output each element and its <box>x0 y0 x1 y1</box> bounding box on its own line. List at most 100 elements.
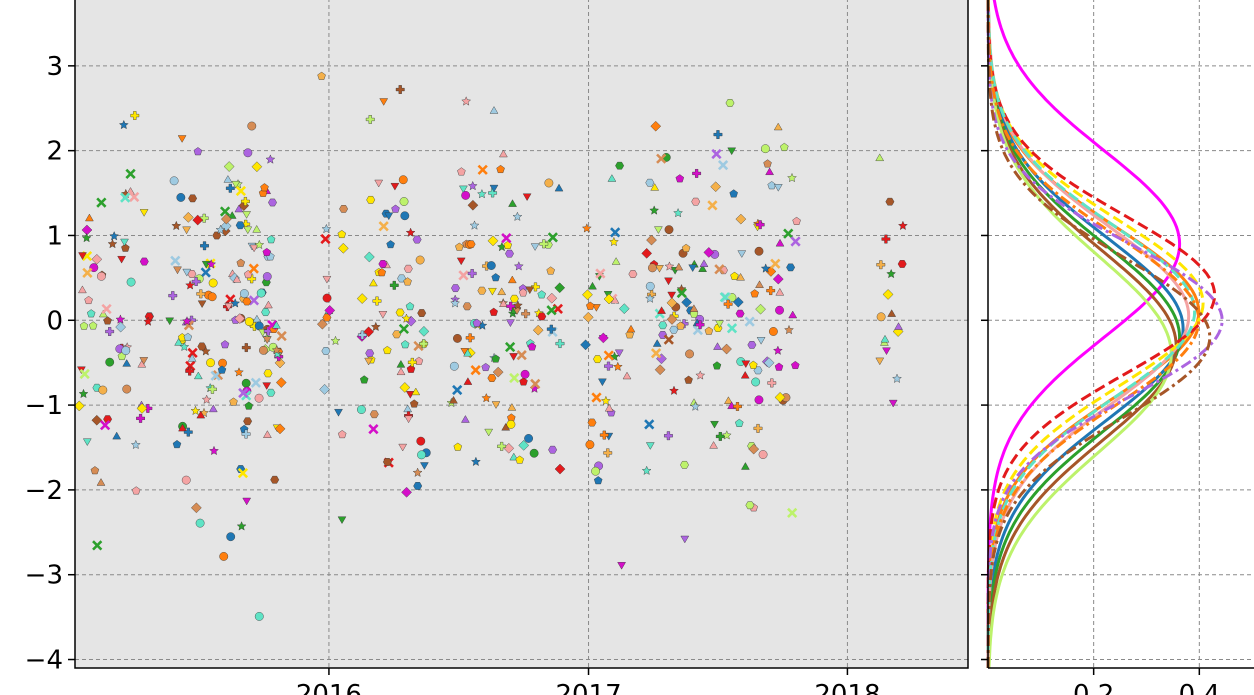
scatter-point <box>117 256 126 264</box>
scatter-point <box>270 475 280 484</box>
scatter-point <box>588 281 597 290</box>
scatter-point <box>254 393 264 403</box>
scatter-point <box>882 347 891 355</box>
scatter-point <box>724 396 733 404</box>
scatter-point <box>185 360 196 372</box>
scatter-point <box>144 312 154 321</box>
scatter-point <box>451 284 460 292</box>
scatter-point <box>491 273 500 282</box>
scatter-point <box>667 291 677 300</box>
scatter-point <box>714 264 725 275</box>
scatter-point <box>276 330 287 342</box>
scatter-point <box>210 370 221 381</box>
scatter-point <box>501 423 511 431</box>
scatter-point <box>645 281 655 291</box>
scatter-point <box>262 336 272 344</box>
scatter-point <box>582 289 593 301</box>
scatter-point <box>758 450 768 459</box>
scatter-point <box>225 183 235 193</box>
scatter-point <box>183 212 194 223</box>
scatter-point <box>611 257 621 265</box>
density-curve <box>986 0 1173 669</box>
scatter-point <box>261 308 271 316</box>
scatter-point <box>492 366 504 378</box>
density-curve <box>986 0 1212 669</box>
scatter-point <box>197 342 207 351</box>
scatter-point <box>768 327 778 336</box>
scatter-point <box>357 330 367 340</box>
scatter-point <box>491 354 500 363</box>
scatter-y-axis: −4 −3 −2 −1 0 1 2 3 <box>25 52 75 676</box>
scatter-point <box>704 326 714 335</box>
scatter-point <box>200 241 209 251</box>
scatter-point <box>669 385 679 395</box>
scatter-point <box>625 330 634 339</box>
scatter-point <box>773 345 783 355</box>
scatter-point <box>499 299 508 307</box>
scatter-point <box>262 382 272 390</box>
scatter-point <box>603 350 614 361</box>
scatter-point <box>88 321 98 330</box>
scatter-point <box>496 164 505 174</box>
scatter-point <box>713 342 722 350</box>
scatter-point <box>663 334 674 345</box>
scatter-x-axis: 2016 2017 2018 <box>296 668 881 695</box>
scatter-point <box>680 461 689 469</box>
scatter-point <box>786 263 796 272</box>
scatter-point <box>469 220 480 230</box>
scatter-point <box>382 458 392 466</box>
scatter-point <box>208 278 218 288</box>
scatter-point <box>234 204 244 213</box>
scatter-point <box>383 345 392 354</box>
scatter-point <box>726 323 738 334</box>
scatter-point <box>489 106 499 114</box>
scatter-y-tick-label: −4 <box>25 646 63 676</box>
scatter-point <box>529 448 539 458</box>
scatter-point <box>96 478 106 486</box>
scatter-point <box>607 174 617 182</box>
scatter-point <box>212 231 222 240</box>
scatter-point <box>319 384 330 395</box>
scatter-y-tick-label: 1 <box>46 221 63 251</box>
scatter-point <box>207 292 217 302</box>
scatter-point <box>737 250 747 258</box>
scatter-point <box>191 502 202 514</box>
scatter-x-tick-label: 2016 <box>296 680 362 695</box>
scatter-point <box>91 254 103 265</box>
scatter-point <box>81 232 92 243</box>
scatter-point <box>774 392 786 403</box>
scatter-point <box>598 378 607 387</box>
scatter-point <box>416 436 426 446</box>
scatter-point <box>418 326 430 337</box>
scatter-point <box>767 181 776 190</box>
scatter-point <box>610 227 621 238</box>
scatter-point <box>751 377 761 387</box>
scatter-point <box>710 421 719 429</box>
scatter-point <box>317 71 326 80</box>
scatter-point <box>248 263 259 274</box>
scatter-point <box>321 347 331 355</box>
scatter-point <box>339 205 349 213</box>
density-x-tick-label: 0.2 <box>1073 680 1114 695</box>
scatter-point <box>131 486 141 495</box>
scatter-point <box>374 179 384 188</box>
scatter-point <box>120 238 129 247</box>
scatter-point <box>467 180 478 191</box>
scatter-y-tick-label: −2 <box>25 476 63 506</box>
scatter-point <box>452 384 463 396</box>
scatter-point <box>193 147 203 156</box>
scatter-y-tick-label: −1 <box>25 391 63 421</box>
scatter-point <box>357 405 366 414</box>
scatter-point <box>272 321 281 329</box>
scatter-point <box>378 311 388 319</box>
scatter-point <box>598 332 609 344</box>
scatter-point <box>546 292 558 304</box>
scatter-point <box>709 441 718 449</box>
scatter-point <box>497 441 507 451</box>
scatter-point <box>364 357 373 366</box>
scatter-grid <box>75 0 968 668</box>
density-lines <box>986 0 1224 669</box>
scatter-point <box>676 287 687 299</box>
scatter-point <box>688 264 698 272</box>
scatter-point <box>400 340 410 349</box>
